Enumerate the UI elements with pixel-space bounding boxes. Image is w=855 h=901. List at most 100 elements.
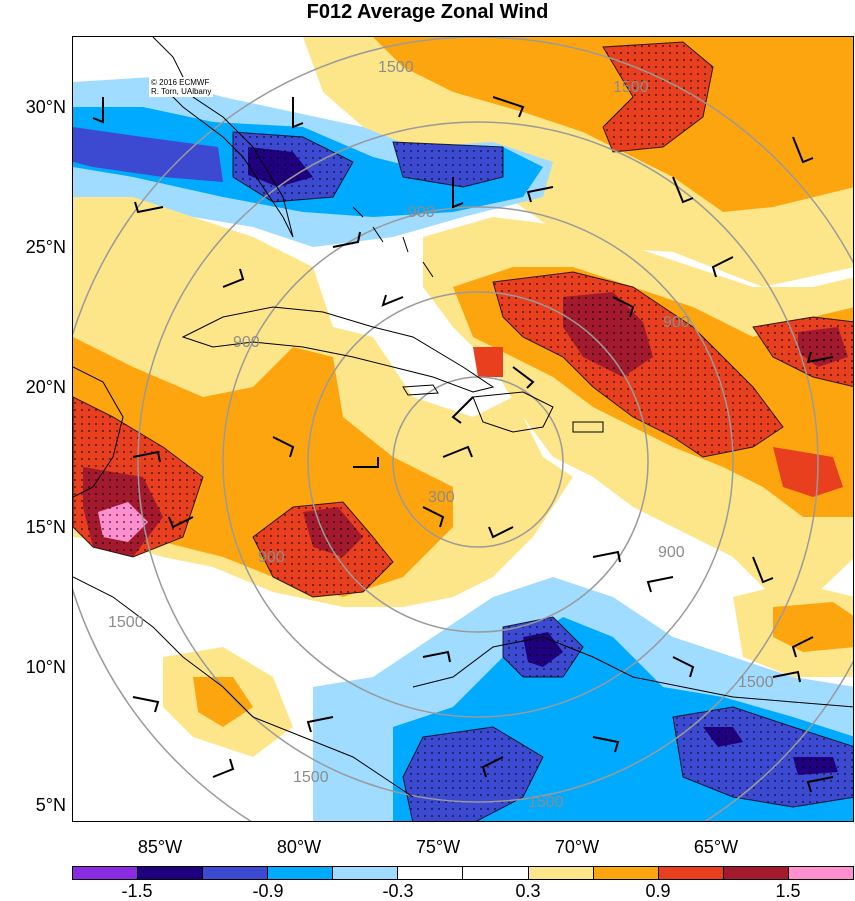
stipple-bahamas [392,141,504,188]
lat-label-30n: 30°N [25,97,66,117]
colorbar-segment [723,867,789,879]
stipple-east-band [492,271,784,458]
wind-barb [672,656,695,678]
wind-barb [792,136,814,164]
lon-label-80w: 80°W [276,837,322,857]
colorbar-tick-0-9: 0.9 [645,881,671,901]
wind-barb [488,526,514,539]
colorbar-segment [788,867,853,879]
colorbar-tick-0-3: 0.3 [515,881,541,901]
wind-barb [442,445,473,458]
positive-anomaly-puerto-rico-red [473,347,503,377]
copyright-line: © 2016 ECMWF [151,78,210,87]
wind-barb [451,396,474,424]
wind-barb [381,294,404,307]
wind-barb [422,650,451,663]
lat-label-25n: 25°N [25,237,66,257]
wind-barb [646,576,674,593]
map-title: F012 Average Zonal Wind [306,1,549,23]
colorbar-segment [658,867,724,879]
ring-label-1500-southeast: 1500 [738,674,774,691]
wind-barb [168,516,194,529]
lon-label-85w: 85°W [137,837,183,857]
wind-barb [481,756,504,778]
colorbar-segment [203,867,269,879]
wind-barb [353,457,379,468]
colorbar-segment [593,867,659,879]
wind-barb [132,696,160,713]
colorbar [72,866,854,880]
stipple-far-east [752,316,853,388]
wind-barb [512,366,535,389]
wind-barb [752,556,774,584]
wind-barb [272,436,295,458]
ring-label-1500-bottom: 1500 [528,794,564,811]
copyright-box: © 2016 ECMWF R. Torn, UAlbany [149,77,214,97]
ring-label-1500-northeast: 1500 [613,79,649,96]
colorbar-segment [138,867,204,879]
range-ring-1200 [137,121,819,803]
yucatan-coast [73,366,124,498]
ring-label-1500-top: 1500 [378,59,414,76]
stipple-south-west [402,726,544,821]
credit-line: R. Torn, UAlbany [151,87,212,96]
wind-barb [806,776,834,793]
wind-barb [222,268,245,288]
wind-barb [526,186,554,203]
lat-label-10n: 10°N [25,657,66,677]
south-america-coast [412,636,853,708]
wind-barb [672,176,694,204]
ring-label-900-east: 900 [663,314,690,331]
colorbar-segment [463,867,529,879]
stipple-cuba [232,131,354,203]
lat-label-15n: 15°N [25,517,66,537]
wind-barb [92,97,104,124]
ring-label-900-southwest: 900 [258,549,285,566]
wind-barb [422,506,445,528]
colorbar-segment [73,867,139,879]
central-america-coast [73,576,414,798]
ring-label-1500-west: 1500 [108,614,144,631]
wind-barb [772,670,801,683]
range-ring-labels: 300 900 900 900 900 900 1500 1500 1500 1… [108,59,774,811]
wind-barb [791,636,814,658]
colorbar-tick-minus-0-3: -0.3 [382,881,414,901]
wind-barb [134,201,164,214]
zonal-wind-map: 300 900 900 900 900 900 1500 1500 1500 1… [73,37,853,821]
range-rings [73,37,853,821]
wind-barb [612,296,635,318]
stipple-south [502,616,584,678]
colorbar-tick-minus-1-5: -1.5 [121,881,153,901]
range-ring-600 [307,291,649,633]
negative-anomaly-north-strong [73,127,223,182]
wind-barb [492,96,525,118]
jamaica-coast [402,384,439,396]
colorbar-segment [268,867,334,879]
lat-label-20n: 20°N [25,377,66,397]
wind-barbs [92,96,834,793]
range-ring-900 [222,206,734,718]
stipple-caribbean [252,501,394,598]
wind-barb [132,450,161,463]
ring-label-1500-south: 1500 [293,769,329,786]
colorbar-segment [528,867,594,879]
puerto-rico-coast [572,421,604,433]
coastlines [73,37,853,798]
lon-label-65w: 65°W [693,837,739,857]
stipple-northeast [602,41,714,153]
lon-label-75w: 75°W [415,837,461,857]
cuba-coast [181,306,495,393]
lat-label-5n: 5°N [35,795,66,815]
ring-label-900-top: 900 [408,204,435,221]
bahamas-islands [352,206,434,278]
wind-barb [806,351,834,364]
wind-barb [592,736,620,753]
map-plot-area[interactable]: 300 900 900 900 900 900 1500 1500 1500 1… [72,36,854,822]
colorbar-segment [398,867,464,879]
positive-anomaly-south-west-inner [193,677,253,727]
positive-anomaly-south-east-inner [773,602,853,652]
wind-barb [306,716,334,733]
wind-barb [711,256,734,278]
florida-coast [152,37,294,238]
ring-label-900-west: 900 [233,334,260,351]
